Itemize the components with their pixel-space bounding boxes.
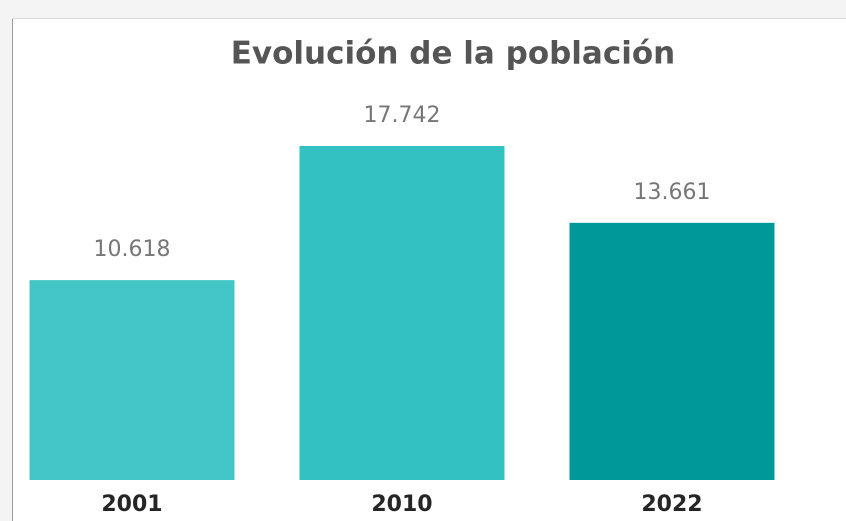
bar	[569, 222, 775, 480]
x-tick-label: 2010	[371, 492, 432, 517]
x-tick-label: 2001	[101, 492, 162, 517]
data-label: 13.661	[634, 180, 711, 205]
x-tick-label: 2022	[641, 492, 702, 517]
bar	[29, 280, 235, 480]
data-label: 10.618	[94, 237, 171, 262]
chart-title: Evolución de la población	[231, 36, 675, 72]
bar	[299, 146, 505, 480]
data-label: 17.742	[364, 103, 441, 128]
